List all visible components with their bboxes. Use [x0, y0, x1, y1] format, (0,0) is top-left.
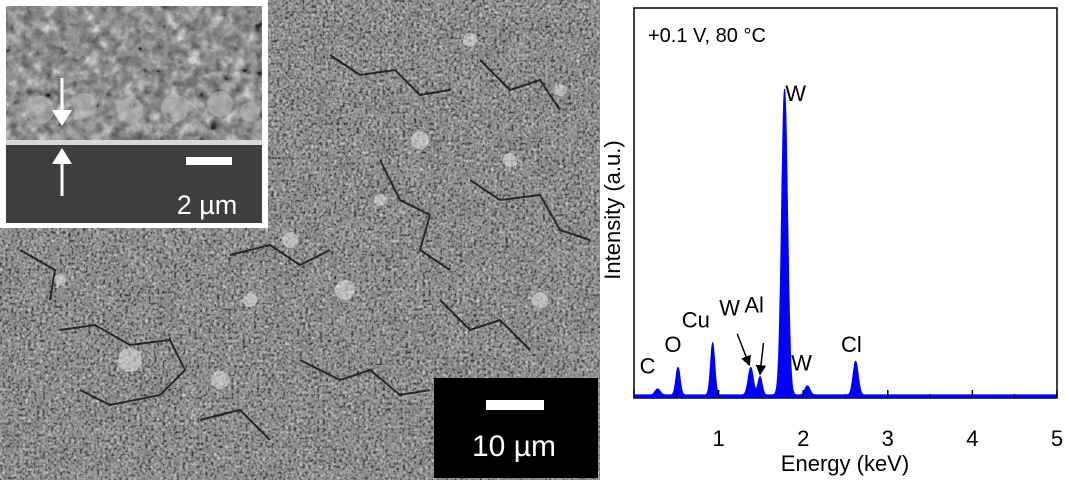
inset-scale-bar-label: 2 µm [177, 190, 238, 220]
x-axis-label: Energy (keV) [781, 451, 909, 476]
main-scale-bar [486, 400, 544, 410]
inset-film-grains [26, 91, 260, 124]
inset-film-edge [6, 140, 262, 145]
peak-label: W [791, 350, 812, 375]
x-tick-label: 3 [882, 426, 894, 451]
plot-frame [633, 7, 1058, 399]
inset-arrow-down-head-icon [52, 110, 72, 126]
x-tick-label: 4 [966, 426, 978, 451]
x-ticks: 1 2 3 4 5 [633, 390, 1063, 451]
sem-grain-highlights [54, 33, 566, 389]
inset-arrow-up-head-icon [52, 148, 72, 164]
sem-cracks [19, 54, 591, 441]
main-scale-background [434, 378, 598, 478]
peak-label: W [785, 81, 806, 106]
peak-label: Al [744, 292, 764, 317]
peak-arrow [736, 333, 751, 367]
peak-label: Cu [682, 308, 710, 333]
x-tick-label: 1 [712, 426, 724, 451]
sem-inset: 2 µm [0, 0, 268, 228]
peak-label: C [640, 354, 656, 379]
inset-texture [6, 6, 262, 146]
peak-label: O [664, 332, 681, 357]
peak-label: Cl [841, 332, 862, 357]
peak-arrows [736, 333, 767, 376]
y-axis-label: Intensity (a.u.) [600, 140, 625, 279]
peak-label: W [719, 295, 740, 320]
inset-scale-bar [186, 157, 232, 165]
sem-micrograph: 2 µm 10 µm [0, 0, 600, 480]
x-tick-label: 5 [1051, 426, 1063, 451]
main-scale-bar-label: 10 µm [472, 430, 556, 463]
main-scale-box: 10 µm [434, 378, 598, 478]
chart-annotation: +0.1 V, 80 °C [648, 25, 766, 47]
x-tick-label: 2 [797, 426, 809, 451]
peak-arrow [755, 342, 767, 376]
